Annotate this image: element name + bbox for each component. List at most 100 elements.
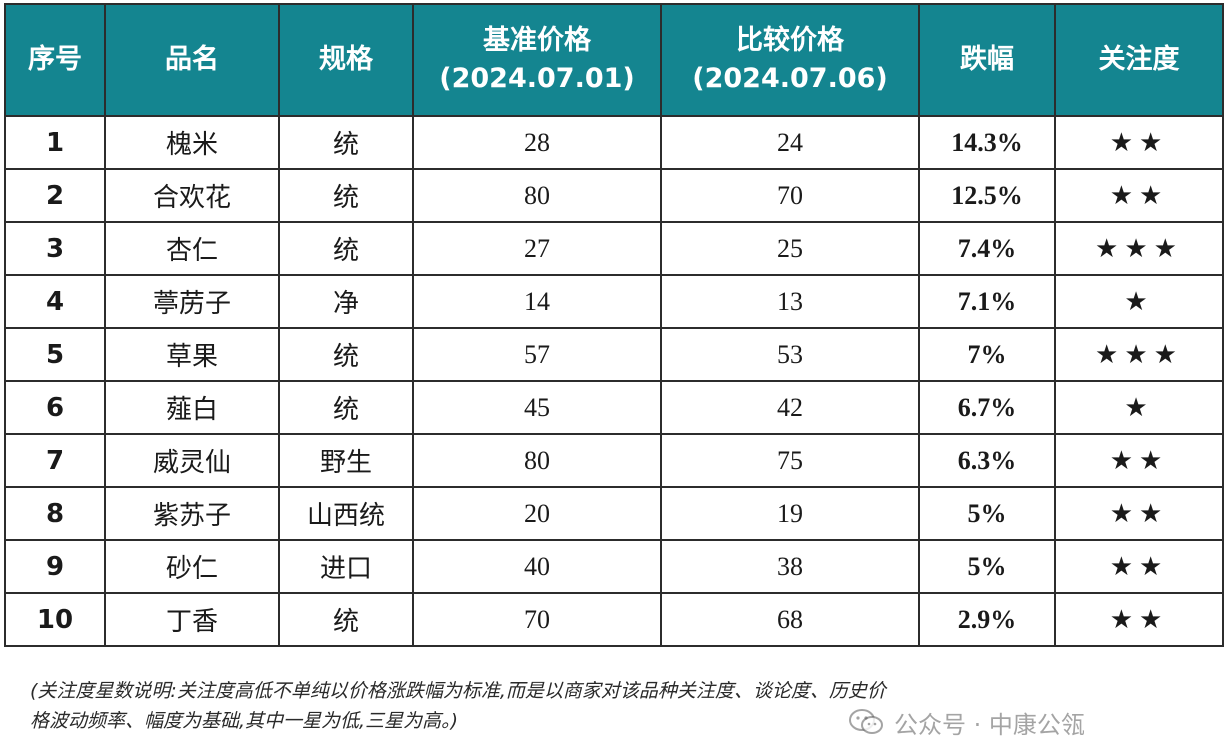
cell-spec: 统 bbox=[278, 380, 414, 435]
table-row: 10 丁香统 70 68 2.9% ★★ bbox=[4, 592, 1224, 647]
watermark: 公众号 · 中康公瓴 bbox=[848, 704, 1085, 740]
cell-attention-stars: ★★ bbox=[1054, 592, 1224, 647]
table-row: 6 薤白统 45 42 6.7% ★ bbox=[4, 380, 1224, 435]
cell-spec: 统 bbox=[278, 327, 414, 382]
cell-base-price: 20 bbox=[412, 486, 662, 541]
cell-name: 草果 bbox=[104, 327, 280, 382]
cell-base-price: 80 bbox=[412, 433, 662, 488]
cell-name: 合欢花 bbox=[104, 168, 280, 223]
footnote-line-1: (关注度星数说明:关注度高低不单纯以价格涨跌幅为标准,而是以商家对该品种关注度、… bbox=[30, 680, 886, 702]
cell-name: 紫苏子 bbox=[104, 486, 280, 541]
table-row: 1 槐米统 28 24 14.3% ★★ bbox=[4, 115, 1224, 170]
table-row: 9 砂仁 进口 40 38 5% ★★ bbox=[4, 539, 1224, 594]
cell-no: 6 bbox=[4, 380, 106, 435]
cell-spec: 统 bbox=[278, 168, 414, 223]
price-table: 序号 品名 规格 基准价格 (2024.07.01) 比较价格 (2024.07… bbox=[4, 3, 1224, 647]
cell-no: 8 bbox=[4, 486, 106, 541]
header-base-price: 基准价格 (2024.07.01) bbox=[412, 3, 662, 117]
cell-spec: 山西统 bbox=[278, 486, 414, 541]
cell-spec: 净 bbox=[278, 274, 414, 329]
cell-no: 7 bbox=[4, 433, 106, 488]
cell-name: 葶苈子 bbox=[104, 274, 280, 329]
cell-attention-stars: ★★ bbox=[1054, 486, 1224, 541]
cell-base-price: 14 bbox=[412, 274, 662, 329]
header-name: 品名 bbox=[104, 3, 280, 117]
cell-drop: 6.7% bbox=[918, 380, 1056, 435]
cell-drop: 5% bbox=[918, 486, 1056, 541]
cell-attention-stars: ★ bbox=[1054, 274, 1224, 329]
cell-compare-price: 68 bbox=[660, 592, 920, 647]
cell-drop: 7% bbox=[918, 327, 1056, 382]
cell-drop: 5% bbox=[918, 539, 1056, 594]
cell-attention-stars: ★★ bbox=[1054, 115, 1224, 170]
cell-spec: 统 bbox=[278, 221, 414, 276]
cell-base-price: 80 bbox=[412, 168, 662, 223]
cell-name: 薤白 bbox=[104, 380, 280, 435]
cell-name: 砂仁 bbox=[104, 539, 280, 594]
cell-compare-price: 42 bbox=[660, 380, 920, 435]
wechat-icon bbox=[848, 708, 884, 736]
cell-attention-stars: ★★ bbox=[1054, 539, 1224, 594]
cell-drop: 7.1% bbox=[918, 274, 1056, 329]
table-row: 2 合欢花统 80 70 12.5% ★★ bbox=[4, 168, 1224, 223]
cell-drop: 7.4% bbox=[918, 221, 1056, 276]
table-row: 7 威灵仙 野生 80 75 6.3% ★★ bbox=[4, 433, 1224, 488]
header-spec: 规格 bbox=[278, 3, 414, 117]
header-drop: 跌幅 bbox=[918, 3, 1056, 117]
cell-base-price: 27 bbox=[412, 221, 662, 276]
cell-compare-price: 38 bbox=[660, 539, 920, 594]
header-no: 序号 bbox=[4, 3, 106, 117]
header-compare-price: 比较价格 (2024.07.06) bbox=[660, 3, 920, 117]
header-attention: 关注度 bbox=[1054, 3, 1224, 117]
cell-base-price: 28 bbox=[412, 115, 662, 170]
cell-name: 丁香 bbox=[104, 592, 280, 647]
cell-drop: 6.3% bbox=[918, 433, 1056, 488]
header-row: 序号 品名 规格 基准价格 (2024.07.01) 比较价格 (2024.07… bbox=[4, 3, 1224, 117]
cell-no: 9 bbox=[4, 539, 106, 594]
cell-base-price: 70 bbox=[412, 592, 662, 647]
cell-compare-price: 70 bbox=[660, 168, 920, 223]
table-row: 5 草果统 57 53 7% ★★★ bbox=[4, 327, 1224, 382]
cell-base-price: 45 bbox=[412, 380, 662, 435]
cell-compare-price: 53 bbox=[660, 327, 920, 382]
cell-base-price: 57 bbox=[412, 327, 662, 382]
cell-spec: 统 bbox=[278, 592, 414, 647]
cell-spec: 统 bbox=[278, 115, 414, 170]
cell-no: 1 bbox=[4, 115, 106, 170]
cell-drop: 2.9% bbox=[918, 592, 1056, 647]
cell-spec: 进口 bbox=[278, 539, 414, 594]
header-compare-price-date: (2024.07.06) bbox=[692, 63, 888, 94]
watermark-text: 公众号 · 中康公瓴 bbox=[894, 710, 1085, 739]
table-row: 8 紫苏子 山西统 20 19 5% ★★ bbox=[4, 486, 1224, 541]
cell-base-price: 40 bbox=[412, 539, 662, 594]
cell-no: 5 bbox=[4, 327, 106, 382]
cell-no: 3 bbox=[4, 221, 106, 276]
cell-attention-stars: ★ bbox=[1054, 380, 1224, 435]
table-row: 4 葶苈子净 14 13 7.1% ★ bbox=[4, 274, 1224, 329]
cell-no: 2 bbox=[4, 168, 106, 223]
cell-attention-stars: ★★★ bbox=[1054, 221, 1224, 276]
cell-name: 杏仁 bbox=[104, 221, 280, 276]
table-body: 1 槐米统 28 24 14.3% ★★ 2 合欢花统 80 70 12.5% ★★ 3 杏仁统 27 25 7… bbox=[4, 115, 1224, 647]
footnote: (关注度星数说明:关注度高低不单纯以价格涨跌幅为标准,而是以商家对该品种关注度、… bbox=[30, 676, 1180, 736]
table-row: 3 杏仁统 27 25 7.4% ★★★ bbox=[4, 221, 1224, 276]
cell-compare-price: 25 bbox=[660, 221, 920, 276]
cell-no: 10 bbox=[4, 592, 106, 647]
header-base-price-label: 基准价格 bbox=[483, 25, 591, 56]
cell-compare-price: 24 bbox=[660, 115, 920, 170]
cell-compare-price: 19 bbox=[660, 486, 920, 541]
cell-drop: 12.5% bbox=[918, 168, 1056, 223]
header-compare-price-label: 比较价格 bbox=[736, 25, 844, 56]
cell-compare-price: 13 bbox=[660, 274, 920, 329]
cell-compare-price: 75 bbox=[660, 433, 920, 488]
cell-attention-stars: ★★ bbox=[1054, 168, 1224, 223]
header-base-price-date: (2024.07.01) bbox=[439, 63, 635, 94]
footnote-line-2: 格波动频率、幅度为基础,其中一星为低,三星为高。) bbox=[30, 710, 458, 732]
cell-spec: 野生 bbox=[278, 433, 414, 488]
cell-attention-stars: ★★ bbox=[1054, 433, 1224, 488]
cell-no: 4 bbox=[4, 274, 106, 329]
cell-attention-stars: ★★★ bbox=[1054, 327, 1224, 382]
cell-name: 威灵仙 bbox=[104, 433, 280, 488]
cell-drop: 14.3% bbox=[918, 115, 1056, 170]
cell-name: 槐米 bbox=[104, 115, 280, 170]
